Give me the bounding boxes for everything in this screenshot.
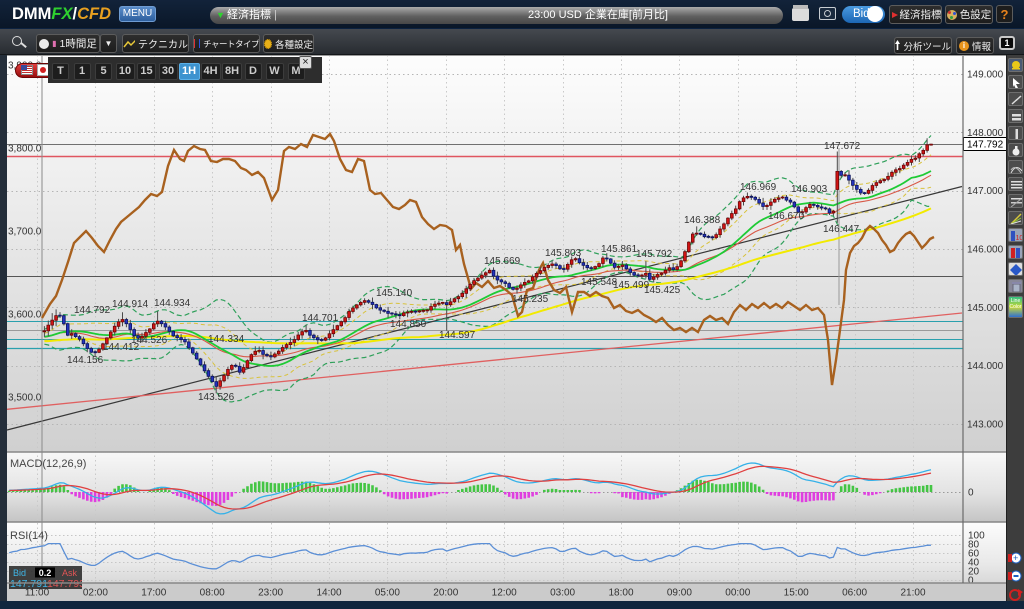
svg-text:3,800.0: 3,800.0 [8, 144, 42, 155]
svg-text:06:00: 06:00 [842, 588, 867, 599]
svg-text:145.803: 145.803 [545, 248, 582, 259]
svg-text:17:00: 17:00 [141, 588, 166, 599]
svg-text:147.672: 147.672 [824, 141, 861, 152]
svg-text:146.000: 146.000 [967, 245, 1004, 256]
svg-text:146.388: 146.388 [684, 215, 721, 226]
svg-text:144.412: 144.412 [103, 342, 140, 353]
svg-text:3,500.0: 3,500.0 [8, 393, 42, 404]
svg-text:145.425: 145.425 [644, 285, 681, 296]
svg-text:144.701: 144.701 [302, 313, 339, 324]
svg-text:Bid: Bid [13, 568, 26, 578]
svg-text:145.235: 145.235 [512, 294, 549, 305]
svg-text:144.914: 144.914 [112, 299, 149, 310]
svg-text:143.000: 143.000 [967, 420, 1004, 431]
svg-text:146.903: 146.903 [791, 184, 828, 195]
svg-text:145.669: 145.669 [484, 256, 521, 267]
svg-text:144.792: 144.792 [74, 305, 111, 316]
svg-text:145.861: 145.861 [601, 244, 638, 255]
svg-text:12:00: 12:00 [492, 588, 517, 599]
svg-text:40: 40 [968, 558, 980, 569]
svg-text:21:00: 21:00 [900, 588, 925, 599]
svg-text:144.334: 144.334 [208, 334, 245, 345]
svg-text:146.670: 146.670 [768, 211, 805, 222]
svg-text:147.792: 147.792 [967, 140, 1004, 151]
svg-text:20:00: 20:00 [433, 588, 458, 599]
svg-text:+: + [1013, 553, 1018, 563]
svg-text:100: 100 [968, 531, 985, 542]
svg-text:60: 60 [968, 549, 980, 560]
svg-text:Ask: Ask [62, 568, 78, 578]
svg-text:144.000: 144.000 [967, 361, 1004, 372]
svg-text:10: 10 [1016, 235, 1024, 242]
svg-text:15:00: 15:00 [784, 588, 809, 599]
svg-text:80: 80 [968, 540, 980, 551]
svg-text:147.793: 147.793 [47, 578, 85, 590]
svg-text:02:00: 02:00 [83, 588, 108, 599]
svg-text:20: 20 [968, 567, 980, 578]
svg-text:0: 0 [968, 576, 974, 587]
svg-text:145.548: 145.548 [581, 277, 618, 288]
svg-text:03:00: 03:00 [550, 588, 575, 599]
svg-text:3,700.0: 3,700.0 [8, 227, 42, 238]
svg-text:RSI(14): RSI(14) [10, 530, 48, 542]
svg-text:149.000: 149.000 [967, 70, 1004, 81]
svg-text:05:00: 05:00 [375, 588, 400, 599]
svg-text:147.791: 147.791 [10, 578, 48, 590]
svg-text:23:00: 23:00 [258, 588, 283, 599]
svg-text:144.597: 144.597 [439, 330, 476, 341]
svg-text:143.526: 143.526 [198, 392, 235, 403]
svg-text:0.2: 0.2 [39, 568, 52, 578]
svg-text:08:00: 08:00 [200, 588, 225, 599]
svg-text:145.499: 145.499 [613, 280, 650, 291]
svg-text:09:00: 09:00 [667, 588, 692, 599]
svg-text:146.969: 146.969 [740, 182, 777, 193]
svg-text:145.140: 145.140 [376, 288, 413, 299]
svg-text:18:00: 18:00 [608, 588, 633, 599]
svg-text:146.447: 146.447 [823, 224, 860, 235]
svg-text:11:00: 11:00 [25, 588, 50, 599]
svg-text:14:00: 14:00 [316, 588, 341, 599]
svg-text:0: 0 [968, 488, 974, 499]
svg-text:145.000: 145.000 [967, 303, 1004, 314]
svg-text:148.000: 148.000 [967, 128, 1004, 139]
svg-text:145.792: 145.792 [636, 249, 673, 260]
svg-text:144.526: 144.526 [131, 335, 168, 346]
svg-text:MACD(12,26,9): MACD(12,26,9) [10, 458, 86, 470]
svg-text:144.850: 144.850 [390, 319, 427, 330]
svg-text:144.156: 144.156 [67, 355, 104, 366]
svg-text:147.000: 147.000 [967, 186, 1004, 197]
svg-text:144.934: 144.934 [154, 298, 191, 309]
svg-text:3,600.0: 3,600.0 [8, 310, 42, 321]
svg-text:00:00: 00:00 [725, 588, 750, 599]
